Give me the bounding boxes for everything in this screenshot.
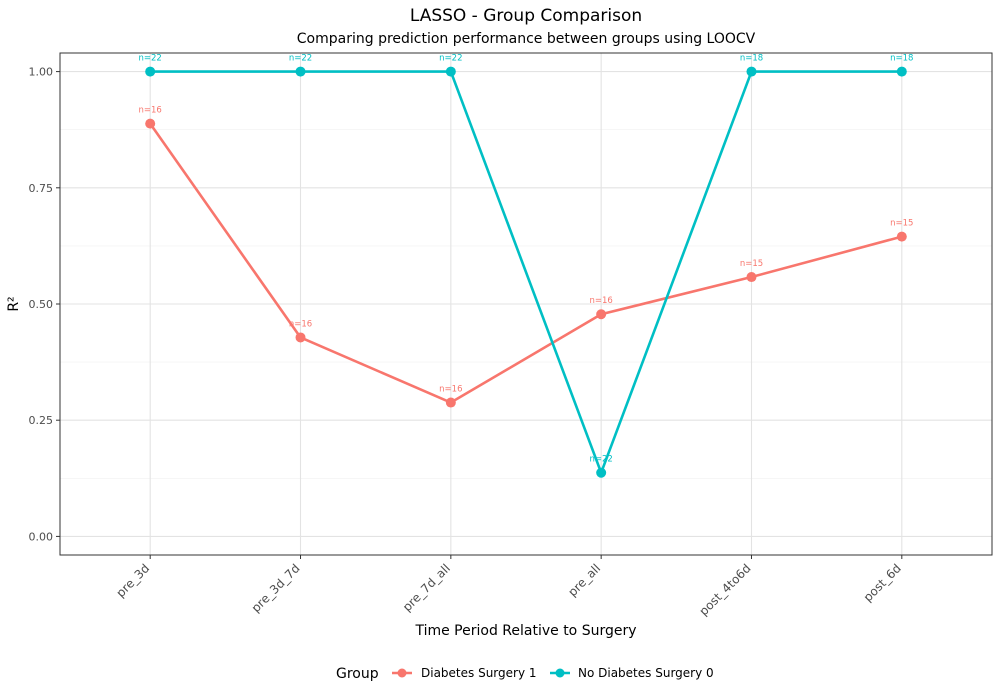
data-point [596, 467, 607, 478]
data-label: n=16 [439, 385, 462, 395]
x-tick-label: post_6d [861, 561, 904, 604]
data-label: n=16 [139, 106, 162, 116]
grid [60, 53, 992, 555]
series-layer: n=16n=16n=16n=16n=15n=15n=22 n=22 n=22n=22… [139, 54, 913, 478]
chart-subtitle: Comparing prediction performance between… [297, 31, 756, 47]
legend-label-2: No Diabetes Surgery 0 [578, 666, 714, 680]
y-axis-label: R² [6, 296, 22, 311]
data-point [896, 231, 907, 242]
data-label: n=15 [740, 259, 763, 269]
data-point [896, 66, 907, 77]
x-axis-label: Time Period Relative to Surgery [414, 623, 636, 639]
y-tick-label: 0.00 [29, 530, 54, 543]
legend-title: Group [336, 666, 379, 682]
legend-key-point-1 [397, 668, 407, 678]
data-point [445, 397, 456, 408]
x-tick-label: pre_7d_all [400, 561, 453, 614]
data-label: n=22 [289, 54, 312, 64]
data-point [295, 332, 306, 343]
data-label: n=16 [289, 319, 312, 329]
legend-item-no-diabetes-surgery-0: No Diabetes Surgery 0 [550, 666, 714, 680]
series-2: n=22 n=22 n=22 n=22 n=18 n=18 [139, 54, 913, 478]
x-axis: pre_3d pre_3d_7d pre_7d_all pre_all post_4to… [113, 555, 904, 618]
legend: Group Diabetes Surgery 1 No Diabetes Sur… [336, 666, 714, 682]
data-point [145, 118, 156, 129]
data-label: n=18 [740, 54, 763, 64]
y-tick-label: 0.25 [29, 414, 54, 427]
x-tick-label: pre_all [565, 561, 603, 599]
series-line [150, 70, 902, 475]
y-tick-label: 0.50 [29, 298, 54, 311]
x-tick-label: pre_3d [113, 561, 152, 600]
data-label: n=18 [890, 54, 913, 64]
data-label: n=22 [589, 455, 612, 465]
y-tick-label: 0.75 [29, 182, 54, 195]
series-line [149, 122, 903, 404]
data-label: n=22 [139, 54, 162, 64]
data-point [746, 66, 757, 77]
data-point [596, 309, 607, 320]
data-point [746, 272, 757, 283]
legend-item-diabetes-surgery-1: Diabetes Surgery 1 [392, 666, 537, 680]
y-tick-label: 1.00 [29, 66, 54, 79]
data-point [295, 66, 306, 77]
data-label: n=22 [439, 54, 462, 64]
data-label: n=16 [589, 296, 612, 306]
data-point [445, 66, 456, 77]
legend-key-point-2 [555, 668, 565, 678]
y-axis: 0.00 0.25 0.50 0.75 1.00 [29, 66, 60, 543]
series-1: n=16 n=16 n=16 n=16 n=15 n=15 [139, 106, 913, 408]
x-tick-label: pre_3d_7d [249, 561, 303, 615]
x-tick-label: post_4to6d [696, 561, 753, 618]
legend-label-1: Diabetes Surgery 1 [421, 666, 537, 680]
chart-title: LASSO - Group Comparison [410, 6, 642, 26]
data-label: n=15 [890, 219, 913, 229]
data-point [145, 66, 156, 77]
